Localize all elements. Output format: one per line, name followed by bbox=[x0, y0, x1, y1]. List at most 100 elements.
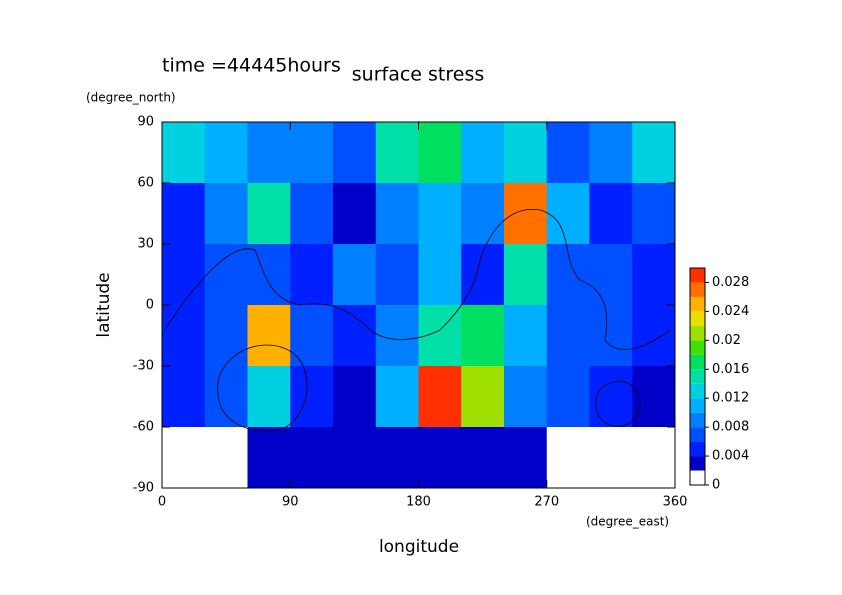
cell bbox=[204, 305, 248, 367]
colorbar-swatch bbox=[690, 311, 705, 326]
cell bbox=[461, 427, 505, 489]
cell bbox=[247, 244, 291, 306]
y-tick-label: 60 bbox=[137, 176, 154, 191]
cell bbox=[333, 305, 377, 367]
cell bbox=[589, 122, 633, 184]
y-tick-label: 30 bbox=[137, 237, 154, 252]
cell bbox=[546, 366, 590, 428]
x-unit: (degree_east) bbox=[586, 515, 669, 529]
cell bbox=[375, 305, 419, 367]
cell bbox=[247, 366, 291, 428]
cell bbox=[375, 366, 419, 428]
cell bbox=[290, 305, 334, 367]
cell bbox=[375, 244, 419, 306]
cell bbox=[162, 427, 206, 489]
colorbar-swatch bbox=[690, 427, 705, 442]
x-tick-label: 180 bbox=[406, 495, 431, 510]
colorbar-swatch bbox=[690, 383, 705, 399]
x-tick-label: 360 bbox=[663, 495, 688, 510]
cell bbox=[162, 122, 206, 184]
y-unit: (degree_north) bbox=[86, 91, 176, 105]
cell bbox=[333, 366, 377, 428]
cell bbox=[204, 183, 248, 245]
colorbar-swatch bbox=[690, 369, 705, 384]
colorbar-tick-label: 0.012 bbox=[712, 391, 749, 406]
cell bbox=[504, 305, 548, 367]
colorbar-tick-label: 0.02 bbox=[712, 333, 741, 348]
coastline bbox=[217, 344, 308, 432]
cell bbox=[418, 366, 462, 428]
colorbar-tick-label: 0.028 bbox=[712, 275, 749, 290]
y-axis-title: latitude bbox=[94, 272, 114, 337]
colorbar-swatch bbox=[690, 296, 705, 312]
cell bbox=[204, 122, 248, 184]
y-tick-label: -30 bbox=[133, 359, 154, 374]
x-tick-label: 0 bbox=[158, 495, 166, 510]
cell bbox=[461, 244, 505, 306]
cell bbox=[204, 366, 248, 428]
cell bbox=[504, 183, 548, 245]
colorbar-swatch bbox=[690, 354, 705, 370]
cell bbox=[546, 305, 590, 367]
cell bbox=[461, 122, 505, 184]
y-tick-label: -60 bbox=[133, 420, 154, 435]
colorbar-tick-label: 0 bbox=[712, 478, 720, 493]
axes: 0 90 180 270 360 -90 -60 -30 0 30 60 90 0 0.004 0.008 0… bbox=[133, 115, 749, 510]
chart-title: surface stress bbox=[352, 64, 485, 86]
cell bbox=[589, 183, 633, 245]
field bbox=[162, 122, 676, 489]
cell bbox=[204, 427, 248, 489]
cell bbox=[418, 427, 462, 489]
cell bbox=[546, 122, 590, 184]
cell bbox=[589, 427, 633, 489]
cell bbox=[247, 305, 291, 367]
cell bbox=[247, 122, 291, 184]
colorbar-swatch bbox=[690, 268, 705, 283]
cell bbox=[290, 122, 334, 184]
cell bbox=[632, 122, 676, 184]
cell bbox=[461, 305, 505, 367]
x-tick-label: 90 bbox=[282, 495, 299, 510]
cell bbox=[204, 244, 248, 306]
colorbar-swatch bbox=[690, 470, 705, 485]
colorbar-swatch bbox=[690, 398, 705, 413]
cell bbox=[546, 183, 590, 245]
cell bbox=[333, 122, 377, 184]
y-tick-label: 0 bbox=[146, 298, 154, 313]
cell bbox=[162, 305, 206, 367]
cell bbox=[418, 183, 462, 245]
cell bbox=[333, 183, 377, 245]
cell bbox=[418, 122, 462, 184]
coastline bbox=[595, 380, 641, 427]
cell bbox=[504, 122, 548, 184]
cell bbox=[589, 244, 633, 306]
cell bbox=[418, 244, 462, 306]
cell bbox=[333, 427, 377, 489]
colorbar-frame bbox=[689, 267, 706, 486]
cell bbox=[461, 183, 505, 245]
colorbar-swatch bbox=[690, 282, 705, 297]
cell bbox=[375, 183, 419, 245]
coastline bbox=[164, 208, 671, 350]
subtitle: time =44445hours bbox=[162, 55, 341, 77]
colorbar-tick-label: 0.008 bbox=[712, 420, 749, 435]
coastlines bbox=[164, 208, 671, 432]
colorbar-swatch bbox=[690, 412, 705, 428]
cell bbox=[247, 183, 291, 245]
cell bbox=[290, 427, 334, 489]
cell bbox=[290, 183, 334, 245]
cell bbox=[162, 366, 206, 428]
cell bbox=[333, 244, 377, 306]
cell bbox=[504, 427, 548, 489]
y-tick-label: 90 bbox=[137, 115, 154, 130]
cell bbox=[632, 244, 676, 306]
x-tick-label: 270 bbox=[534, 495, 559, 510]
colorbar-tick-label: 0.024 bbox=[712, 304, 749, 319]
cell bbox=[162, 183, 206, 245]
cell bbox=[504, 244, 548, 306]
cell bbox=[546, 427, 590, 489]
x-axis-title: longitude bbox=[379, 537, 459, 557]
cell bbox=[461, 366, 505, 428]
colorbar-swatch bbox=[690, 325, 705, 341]
